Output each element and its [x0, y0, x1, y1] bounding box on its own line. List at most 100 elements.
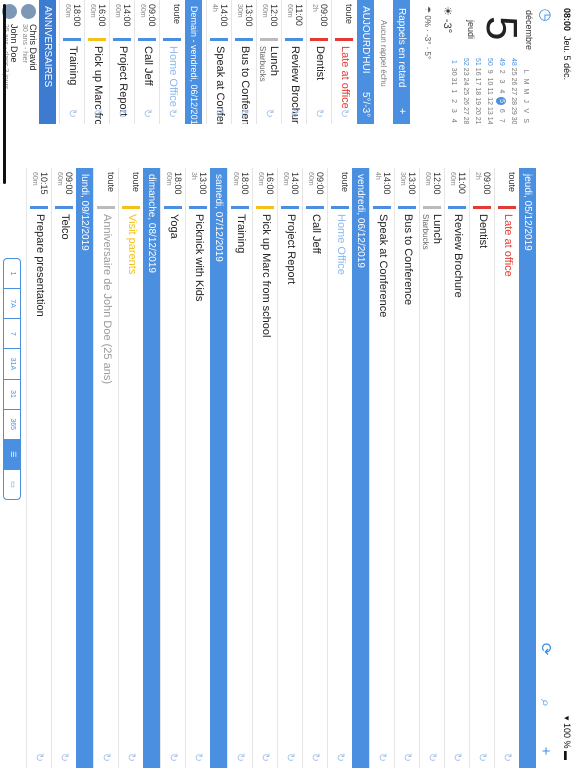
cal-day[interactable]: 27	[510, 87, 517, 96]
back-icon[interactable]: ◷	[537, 8, 554, 22]
calendar-view-icon[interactable]: ▭	[9, 481, 16, 488]
event-duration: 60m	[424, 172, 431, 186]
cal-day[interactable]: 9	[486, 69, 493, 74]
refresh-icon[interactable]: ⟳	[537, 642, 554, 656]
event-title: Lunch	[268, 46, 280, 76]
cal-day[interactable]: 16	[474, 67, 481, 76]
cal-day[interactable]: 20	[474, 106, 481, 115]
view-option[interactable]: 365	[4, 409, 20, 440]
cal-day[interactable]: 25	[462, 87, 469, 96]
event-color-bar	[260, 38, 278, 41]
event-row[interactable]: toute Visit parents ↻	[118, 168, 143, 768]
agenda-day-label: vendredi, 06/12/2019	[355, 174, 366, 268]
event-row[interactable]: 12:00 60m Lunch Starbucks ↻	[419, 168, 444, 768]
event-location: Starbucks	[258, 46, 267, 82]
cal-day[interactable]: 28	[462, 116, 469, 124]
event-row[interactable]: 14:00 4h Speak at Conference ↻	[369, 168, 394, 768]
sync-icon: ↻	[192, 752, 204, 762]
cal-day[interactable]: 2	[498, 69, 505, 74]
view-option[interactable]: 31A	[4, 349, 20, 380]
event-duration: 60m	[282, 172, 289, 186]
today-day: 5	[477, 16, 526, 41]
event-row[interactable]: 18:00 60m Yoga ↻	[160, 168, 185, 768]
event-color-bar	[281, 206, 299, 209]
event-row[interactable]: toute Late at office ↻	[331, 0, 356, 124]
event-row[interactable]: toute Home Office ↻	[327, 168, 352, 768]
view-option[interactable]: 7	[4, 319, 20, 350]
cal-day[interactable]: 10	[486, 77, 493, 86]
event-row[interactable]: 09:00 60m Call Jeff ↻	[134, 0, 159, 124]
birthday-row[interactable]: Chris David 30 ans - hier	[19, 0, 38, 124]
cal-day[interactable]: 17	[474, 77, 481, 86]
cal-day[interactable]: 5	[496, 97, 506, 105]
cal-day[interactable]: 30	[510, 116, 517, 124]
reminders-header[interactable]: Rappels en retard +	[393, 0, 410, 124]
event-row[interactable]: 13:00 30m Bus to Conference ↻	[394, 168, 419, 768]
cal-day[interactable]: 29	[510, 106, 517, 115]
event-row[interactable]: 12:00 60m Lunch Starbucks ↻	[256, 0, 281, 124]
cal-day[interactable]: 12	[486, 97, 493, 105]
event-row[interactable]: 13:00 30m Bus to Conference ↻	[231, 0, 256, 124]
event-row[interactable]: 16:00 60m Pick up Marc from school ↻	[252, 168, 277, 768]
event-time-start: 18:00	[173, 172, 183, 195]
event-row[interactable]: 14:00 4h Speak at Conference ↻	[206, 0, 231, 124]
agenda-day-label: lundi, 09/12/2019	[79, 174, 90, 251]
cal-day[interactable]: 1	[450, 89, 457, 94]
event-row[interactable]: 18:00 60m Training ↻	[227, 168, 252, 768]
event-row[interactable]: toute Anniversaire de John Doe (25 ans) ↻	[93, 168, 118, 768]
event-row[interactable]: 09:00 2h Dentist ↻	[469, 168, 494, 768]
cal-day[interactable]: 7	[498, 118, 505, 123]
event-row[interactable]: 10:15 60m Prepare presentation ↻	[26, 168, 51, 768]
event-color-bar	[331, 206, 349, 209]
list-view-icon[interactable]: ☰	[4, 439, 20, 470]
cal-day[interactable]: 6	[498, 108, 505, 113]
cal-day[interactable]: 4	[450, 118, 457, 123]
weather-pm: 5°	[423, 51, 432, 60]
event-row[interactable]: 11:00 60m Review Brochure ↻	[281, 0, 306, 124]
cal-day[interactable]: 13	[486, 106, 493, 115]
event-row[interactable]: 14:00 60m Project Report ↻	[277, 168, 302, 768]
event-row[interactable]: 14:00 60m Project Report ↻	[109, 0, 134, 124]
view-option[interactable]: 7A	[4, 289, 20, 320]
event-row[interactable]: 09:00 60m Call Jeff ↻	[302, 168, 327, 768]
cal-day[interactable]: 4	[498, 89, 505, 94]
cal-day[interactable]: 2	[450, 99, 457, 104]
cal-day[interactable]: 27	[462, 106, 469, 115]
cal-day[interactable]: 26	[510, 77, 517, 86]
cal-day[interactable]: 30	[450, 67, 457, 76]
cal-day[interactable]: 28	[510, 97, 517, 105]
event-title: Dentist	[314, 46, 326, 81]
add-reminder-button[interactable]: +	[396, 108, 408, 115]
event-row[interactable]: 16:00 60m Pick up Marc from school ↻	[84, 0, 109, 124]
cal-day[interactable]: 23	[462, 67, 469, 76]
view-option[interactable]: 31	[4, 379, 20, 410]
cal-day[interactable]: 3	[450, 108, 457, 113]
event-row[interactable]: 18:00 60m Training ↻	[59, 0, 84, 124]
cal-day[interactable]: 19	[474, 97, 481, 105]
weather-am: -3°	[423, 34, 432, 45]
view-option[interactable]: 1	[4, 259, 20, 290]
sync-icon: ↻	[401, 752, 413, 762]
event-row[interactable]: 09:00 60m Telco ↻	[51, 168, 76, 768]
add-icon[interactable]: +	[537, 746, 554, 756]
event-row[interactable]: toute Late at office ↻	[494, 168, 519, 768]
event-row[interactable]: 09:00 2h Dentist ↻	[306, 0, 331, 124]
event-time: toute	[340, 172, 350, 208]
event-row[interactable]: toute Home Office ↻	[159, 0, 184, 124]
event-time: 12:00 60m	[422, 172, 442, 208]
event-row[interactable]: 11:00 60m Review Brochure ↻	[444, 168, 469, 768]
cal-day[interactable]: 3	[498, 79, 505, 84]
cal-day[interactable]: 18	[474, 87, 481, 96]
cal-day[interactable]: 25	[510, 67, 517, 76]
search-icon[interactable]: ⌕	[537, 698, 554, 708]
cal-day[interactable]: 24	[462, 77, 469, 86]
cal-day[interactable]: 14	[486, 116, 493, 124]
cal-day[interactable]: 31	[450, 77, 457, 86]
cal-day[interactable]: 11	[486, 87, 493, 95]
cal-day[interactable]: 21	[474, 116, 481, 124]
cal-day[interactable]: 26	[462, 97, 469, 105]
event-row[interactable]: 13:00 3h Picknick with Kids ↻	[185, 168, 210, 768]
mini-calendar[interactable]: LMMJVSD482526272829301492345678509101112…	[446, 56, 532, 124]
event-title: Telco	[59, 214, 71, 240]
